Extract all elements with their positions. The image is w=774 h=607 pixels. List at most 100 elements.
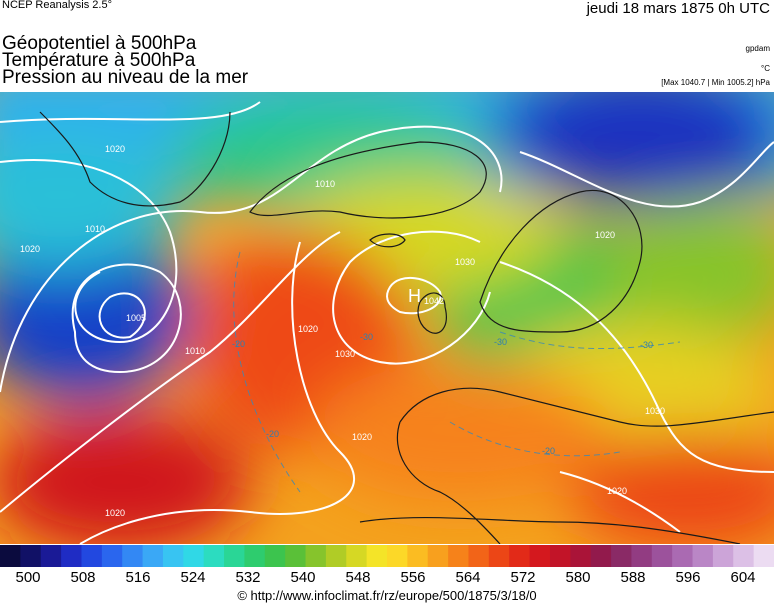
- isotherm-label: -20: [266, 429, 279, 439]
- isobar-line: [0, 159, 178, 344]
- isobar-label: 1020: [105, 508, 125, 518]
- isotherm-line: [449, 421, 621, 457]
- isobar-label: 1020: [352, 432, 372, 442]
- color-swatch: [570, 545, 592, 567]
- color-swatch: [61, 545, 82, 567]
- isobar-label: 1020: [20, 244, 40, 254]
- color-swatch: [224, 545, 245, 567]
- title-geopotential: Géopotentiel à 500hPa: [2, 33, 197, 54]
- color-swatch: [672, 545, 694, 567]
- isobar-label: 1020: [298, 324, 318, 334]
- color-swatch: [448, 545, 469, 567]
- color-scale-tick-label: 556: [400, 569, 426, 586]
- color-swatch: [0, 545, 21, 567]
- isobar-label: 1030: [335, 349, 355, 359]
- isobar-label: 1010: [85, 224, 105, 234]
- color-swatch: [611, 545, 632, 567]
- color-swatch: [285, 545, 307, 567]
- color-scale-tick-label: 532: [235, 569, 261, 586]
- color-swatch: [387, 545, 408, 567]
- isotherms: [233, 251, 681, 493]
- isobar-labels: 1020 1010 1020 1010 1020 1030 1030 1020 …: [20, 144, 665, 518]
- scandinavia-coast: [479, 189, 643, 333]
- unit-gpdam: gpdam: [745, 44, 770, 53]
- color-scale-tick-label: 524: [180, 569, 206, 586]
- low-pressure-value: 1005: [126, 313, 146, 323]
- color-swatch: [305, 545, 327, 567]
- africa-coast: [359, 516, 741, 544]
- title-pressure: Pression au niveau de la mer: [2, 67, 249, 88]
- isobar-label: 1010: [185, 346, 205, 356]
- isobar-line: [386, 276, 442, 315]
- isobar-label: 1020: [607, 486, 627, 496]
- greenland-coast: [249, 141, 487, 219]
- color-swatch: [488, 545, 510, 567]
- isobar-line: [0, 101, 261, 123]
- isotherm-line: [233, 251, 301, 493]
- color-swatch: [346, 545, 368, 567]
- color-swatch: [590, 545, 612, 567]
- color-scale: [0, 545, 774, 567]
- color-scale-tick-label: 516: [125, 569, 151, 586]
- color-swatch: [427, 545, 449, 567]
- color-swatch: [122, 545, 144, 567]
- color-scale-tick-label: 564: [455, 569, 481, 586]
- color-scale-tick-label: 508: [70, 569, 96, 586]
- isobar-label: 1020: [595, 230, 615, 240]
- isobars: [0, 101, 774, 544]
- british-isles-coast: [417, 292, 447, 334]
- color-swatch: [366, 545, 388, 567]
- color-swatch: [244, 545, 266, 567]
- high-pressure-value: 1042: [424, 296, 444, 306]
- color-swatch: [101, 545, 123, 567]
- isobar-line: [79, 241, 355, 544]
- isobar-line: [519, 141, 774, 208]
- color-swatch: [142, 545, 164, 567]
- coastlines: [39, 111, 774, 544]
- color-swatch: [549, 545, 571, 567]
- isobar-line: [71, 263, 182, 374]
- unit-celsius: °C: [761, 64, 770, 73]
- color-swatch: [631, 545, 653, 567]
- color-scale-tick-label: 540: [290, 569, 316, 586]
- geopotential-field: [0, 92, 774, 544]
- isotherm-label: -20: [232, 339, 245, 349]
- color-scale-tick-label: 548: [345, 569, 371, 586]
- color-scale-tick-label: 572: [510, 569, 536, 586]
- isotherm-label: -30: [494, 337, 507, 347]
- color-swatch: [468, 545, 490, 567]
- isotherm-label: -30: [360, 332, 373, 342]
- isobar-label: 1020: [105, 144, 125, 154]
- isotherm-label: -20: [542, 446, 555, 456]
- isobar-label: 1010: [315, 179, 335, 189]
- isobar-label: 1030: [645, 406, 665, 416]
- color-swatch: [203, 545, 225, 567]
- iceland-coast: [369, 233, 406, 248]
- copyright-link[interactable]: © http://www.infoclimat.fr/rz/europe/500…: [237, 588, 537, 603]
- title-temperature: Température à 500hPa: [2, 50, 196, 71]
- color-swatch: [733, 545, 755, 567]
- high-pressure-center: H: [408, 286, 421, 306]
- color-swatch: [692, 545, 714, 567]
- unit-pressure-range: [Max 1040.7 | Min 1005.2] hPa: [661, 78, 770, 87]
- color-swatch: [325, 545, 347, 567]
- isobar-label: 1030: [455, 257, 475, 267]
- color-swatch: [264, 545, 286, 567]
- isobar-line: [0, 231, 341, 513]
- color-scale-tick-label: 500: [15, 569, 41, 586]
- color-scale-tick-label: 580: [565, 569, 591, 586]
- datetime-label: jeudi 18 mars 1875 0h UTC: [586, 0, 770, 17]
- color-swatch: [651, 545, 673, 567]
- isobar-line: [98, 292, 146, 339]
- iberia-coast: [396, 421, 501, 544]
- europe-south-coast: [399, 387, 774, 427]
- color-swatch: [529, 545, 551, 567]
- color-swatch: [407, 545, 429, 567]
- color-swatch: [712, 545, 734, 567]
- color-swatch: [81, 545, 103, 567]
- isobar-line: [559, 471, 681, 533]
- color-swatch: [753, 545, 774, 567]
- coastline: [39, 111, 231, 207]
- color-swatch: [40, 545, 62, 567]
- isobar-line: [499, 261, 774, 473]
